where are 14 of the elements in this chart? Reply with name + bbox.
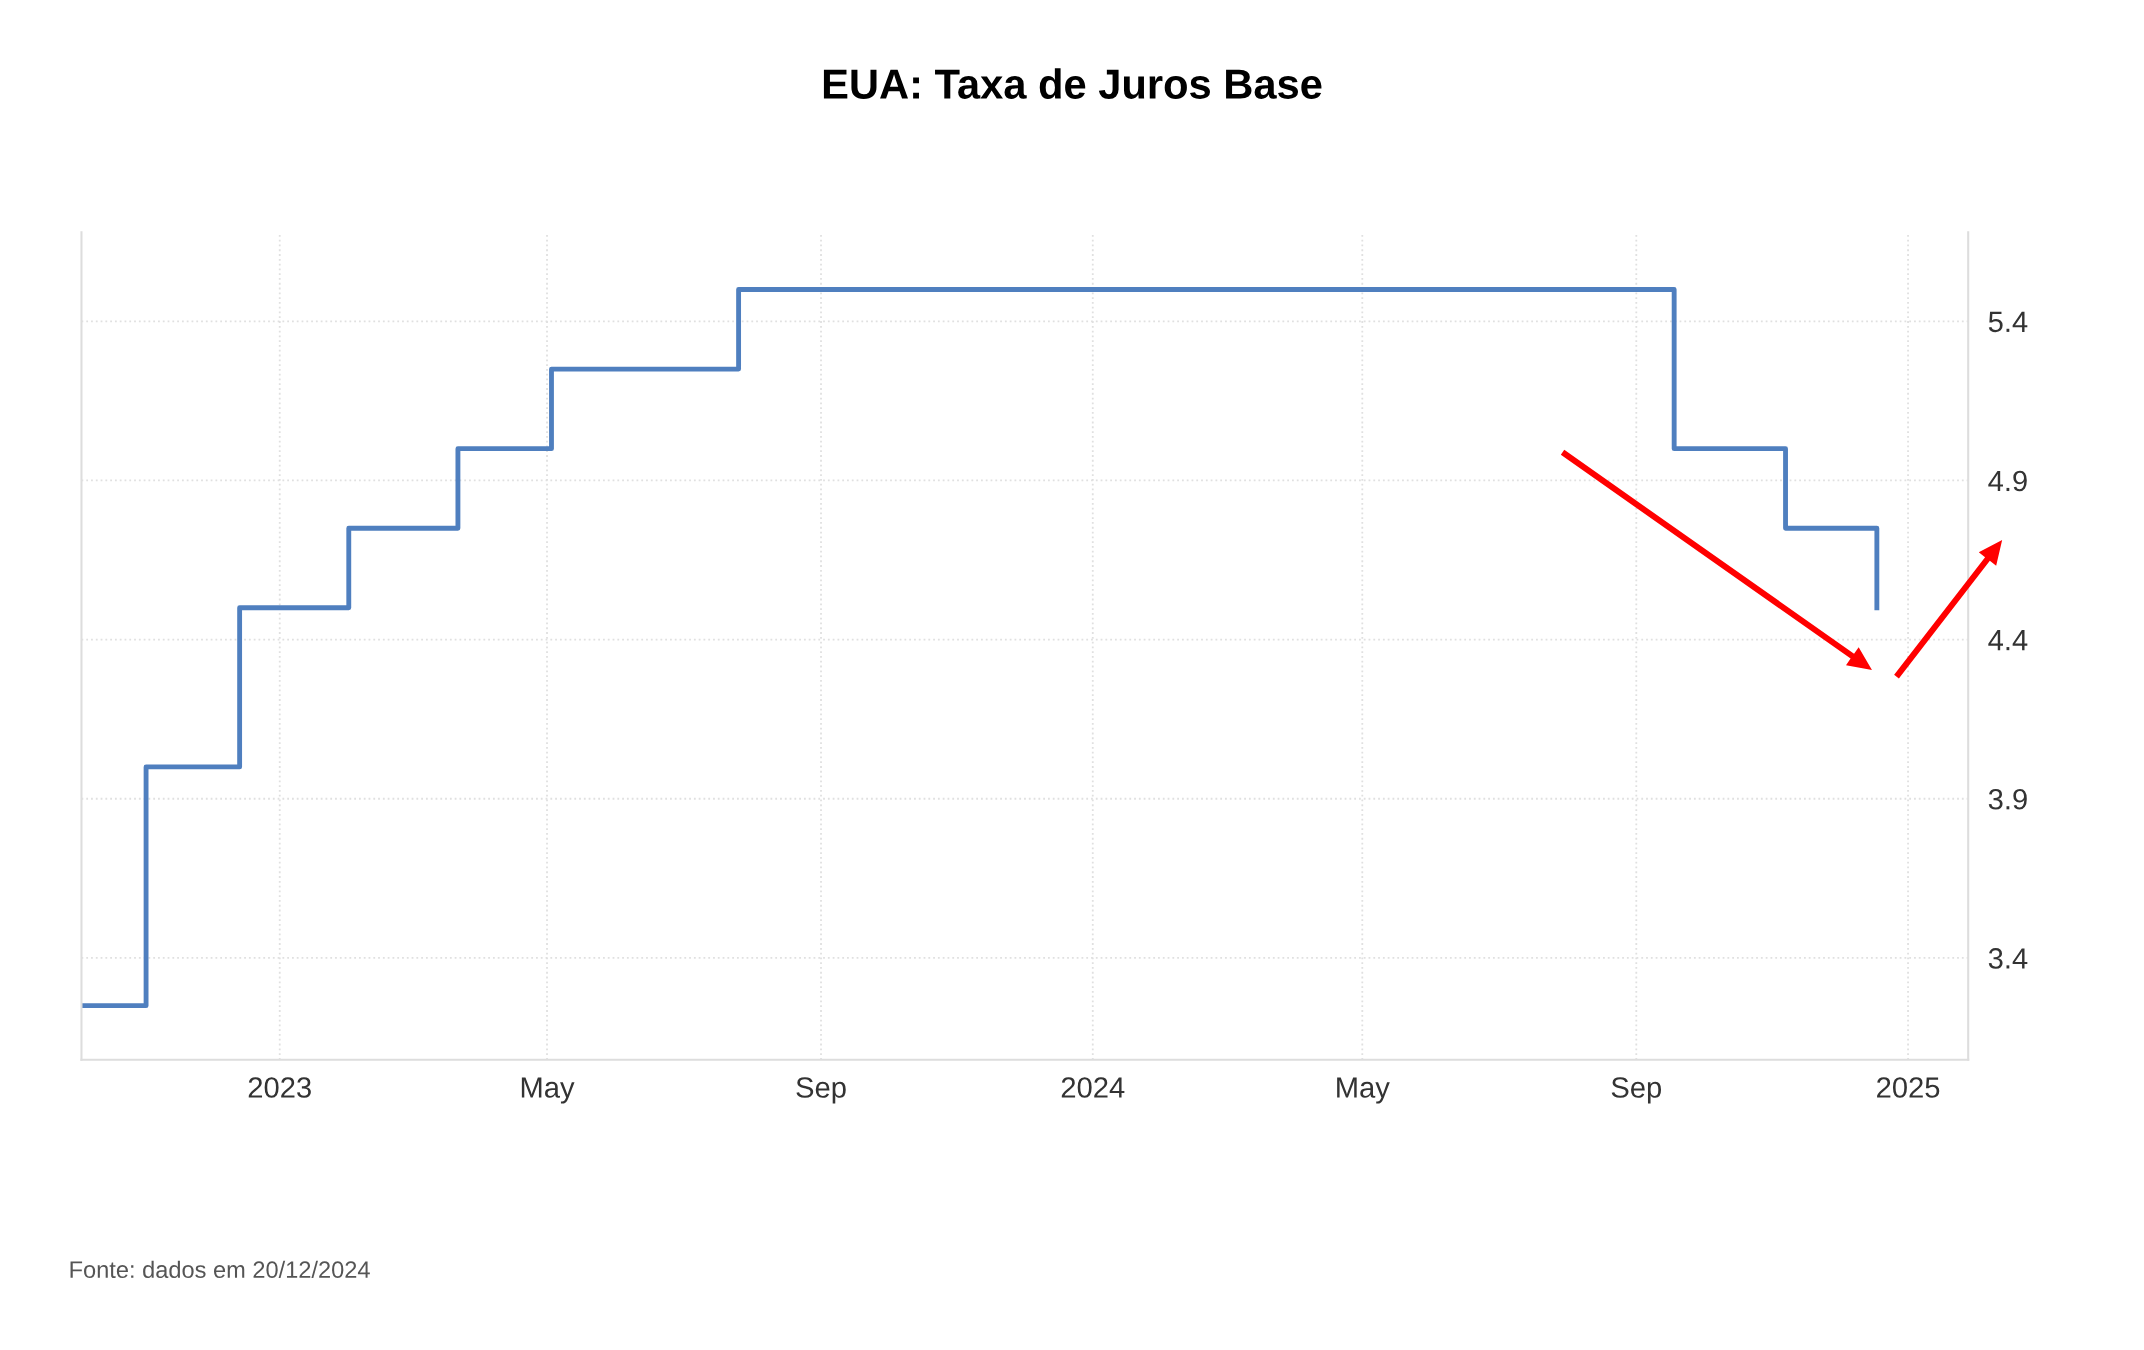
x-tick-label: 2024	[1061, 1077, 1125, 1098]
y-tick-label: 4.9	[1988, 470, 2027, 492]
y-tick-label: 4.4	[1988, 630, 2028, 651]
y-tick-label: 3.9	[1988, 788, 2027, 810]
x-tick-label: Sep	[796, 1077, 846, 1104]
x-tick-label: May	[521, 1077, 575, 1104]
x-tick-label: 2023	[248, 1077, 311, 1098]
y-tick-label: 3.4	[1988, 948, 2028, 969]
chart-title: EUA: Taxa de Juros Base	[823, 68, 1322, 99]
source-note: Fonte: dados em 20/12/2024	[70, 1260, 370, 1279]
y-tick-label: 5.4	[1988, 311, 2028, 333]
x-tick-label: 2025	[1877, 1077, 1940, 1098]
x-tick-label: May	[1337, 1077, 1390, 1104]
x-tick-label: Sep	[1611, 1077, 1662, 1104]
